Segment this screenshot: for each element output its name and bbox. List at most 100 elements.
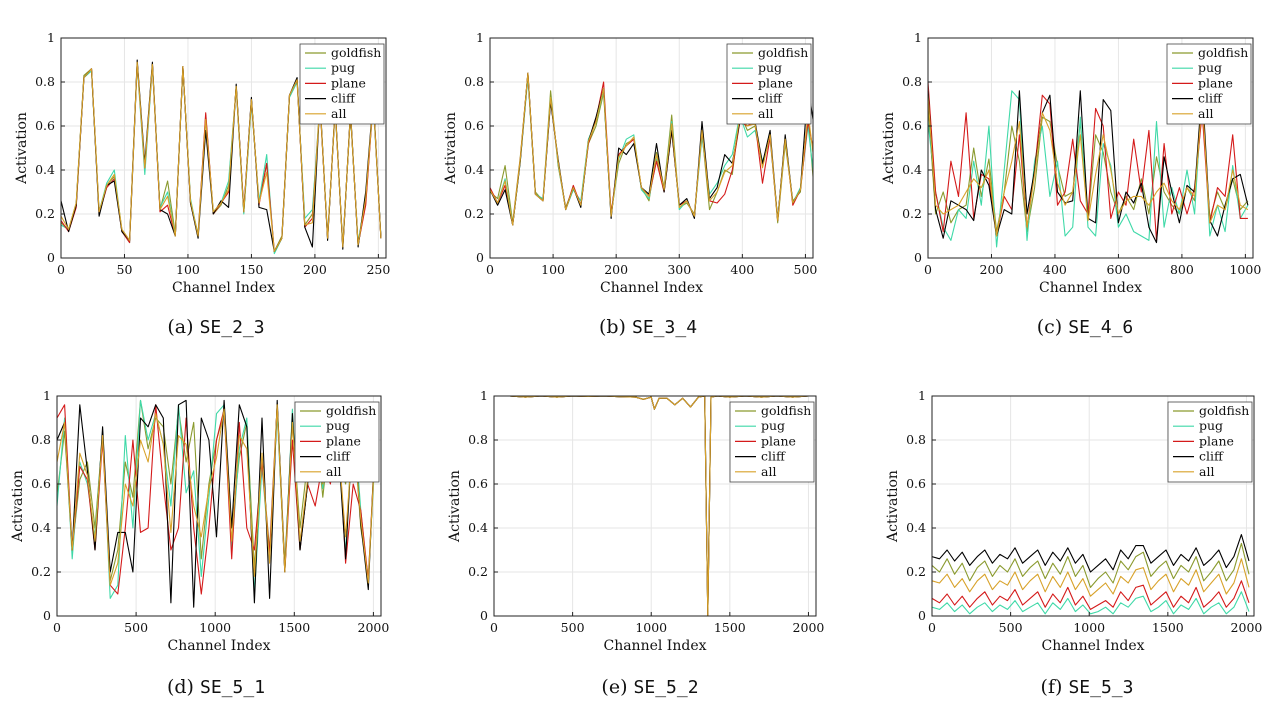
chart-panel-a: 0 50 100 150 200 250 0 0.2 0.4 0.6 0.8 1 Channel Ind…: [14, 30, 390, 296]
y-tick-label: 0.8: [902, 74, 922, 89]
x-axis-label: Channel Index: [600, 280, 703, 296]
x-tick-label: 0: [57, 262, 65, 277]
y-tick-label: 0.4: [468, 520, 488, 535]
caption-label: (b): [598, 316, 626, 338]
x-tick-label: 0: [53, 620, 61, 635]
y-tick-label: 0: [476, 250, 484, 265]
y-tick-label: 0.6: [464, 118, 484, 133]
series-line-cliff: [60, 59, 382, 252]
series-line-pug: [931, 591, 1250, 615]
legend-label-goldfish: goldfish: [761, 403, 811, 418]
y-axis-label: Activation: [14, 112, 30, 185]
y-tick-label: 0.6: [35, 118, 55, 133]
chart-panel-b: 0 100 200 300 400 500 0 0.2 0.4 0.6 0.8 1 Channel In…: [443, 30, 817, 296]
legend-label-all: all: [1198, 106, 1213, 121]
x-tick-label: 200: [303, 262, 327, 277]
x-tick-label: 1000: [199, 620, 231, 635]
x-tick-label: 1000: [1073, 620, 1105, 635]
legend-label-plane: plane: [1198, 75, 1233, 90]
y-tick-label: 0.4: [906, 520, 926, 535]
x-tick-label: 0: [490, 620, 498, 635]
axes-frame: [927, 37, 1254, 259]
series-line-plane: [931, 580, 1250, 610]
caption-code: SE_4_6: [1068, 317, 1134, 338]
x-tick-label: 1000: [635, 620, 667, 635]
y-tick-label: 1: [914, 30, 922, 45]
legend-label-all: all: [758, 106, 773, 121]
y-tick-label: 0.8: [464, 74, 484, 89]
x-tick-label: 100: [176, 262, 200, 277]
legend-label-cliff: cliff: [326, 449, 351, 464]
x-tick-label: 2000: [358, 620, 390, 635]
series-line-all: [931, 558, 1250, 597]
y-tick-label: 0.8: [31, 432, 51, 447]
caption-label: (a): [167, 316, 194, 338]
axes-frame: [56, 395, 382, 617]
chart-panel-c: 0 200 400 600 800 1000 0 0.2 0.4 0.6 0.8 1 Channel I…: [881, 30, 1261, 296]
x-tick-label: 150: [240, 262, 264, 277]
x-tick-label: 100: [541, 262, 565, 277]
y-tick-label: 0: [43, 608, 51, 623]
chart-panel-f: 0 500 1000 1500 2000 0 0.2 0.4 0.6 0.8 1 Channel In…: [885, 388, 1262, 654]
legend-label-pug: pug: [758, 60, 782, 75]
y-tick-label: 0: [47, 250, 55, 265]
legend-label-pug: pug: [761, 418, 785, 433]
legend-label-plane: plane: [331, 75, 366, 90]
x-tick-label: 500: [124, 620, 148, 635]
caption-label: (f): [1040, 676, 1063, 698]
legend-label-cliff: cliff: [1198, 91, 1223, 106]
legend-label-goldfish: goldfish: [1199, 403, 1249, 418]
caption-code: SE_5_3: [1068, 677, 1134, 698]
axes-frame: [931, 395, 1255, 617]
x-tick-label: 800: [1170, 262, 1194, 277]
y-tick-label: 0.8: [35, 74, 55, 89]
y-tick-label: 0.2: [468, 564, 488, 579]
x-tick-label: 1500: [714, 620, 746, 635]
y-tick-label: 0.6: [468, 476, 488, 491]
y-tick-label: 1: [47, 30, 55, 45]
y-tick-label: 0.8: [468, 432, 488, 447]
x-axis-label: Channel Index: [1041, 638, 1144, 654]
legend-label-all: all: [326, 464, 341, 479]
x-axis-label: Channel Index: [167, 638, 270, 654]
legend-label-plane: plane: [758, 75, 793, 90]
y-axis-label: Activation: [10, 470, 26, 543]
legend-label-goldfish: goldfish: [326, 403, 376, 418]
y-tick-label: 0.4: [31, 520, 51, 535]
y-tick-label: 0.2: [464, 206, 484, 221]
y-tick-label: 0.6: [31, 476, 51, 491]
x-axis-label: Channel Index: [172, 280, 275, 296]
legend-label-all: all: [1199, 464, 1214, 479]
caption-code: SE_5_1: [200, 677, 266, 698]
legend-label-pug: pug: [326, 418, 350, 433]
series-line-goldfish: [931, 542, 1250, 588]
y-tick-label: 1: [480, 388, 488, 403]
y-tick-label: 0.2: [906, 564, 926, 579]
x-tick-label: 500: [794, 262, 818, 277]
legend-label-plane: plane: [326, 433, 361, 448]
x-axis-label: Channel Index: [603, 638, 706, 654]
caption-b: (b) SE_3_4: [599, 316, 697, 338]
series-line-all: [489, 72, 814, 226]
caption-label: (d): [166, 676, 194, 698]
y-tick-label: 0.2: [35, 206, 55, 221]
y-tick-label: 0.6: [902, 118, 922, 133]
legend-label-pug: pug: [331, 60, 355, 75]
legend-label-all: all: [331, 106, 346, 121]
y-tick-label: 0.2: [31, 564, 51, 579]
x-tick-label: 1500: [278, 620, 310, 635]
y-axis-label: Activation: [443, 112, 459, 185]
caption-c: (c) SE_4_6: [1037, 316, 1134, 338]
axes-frame: [493, 395, 817, 617]
legend-label-cliff: cliff: [758, 91, 783, 106]
x-tick-label: 200: [980, 262, 1004, 277]
y-axis-label: Activation: [447, 470, 463, 543]
chart-panel-d: 0 500 1000 1500 2000 0 0.2 0.4 0.6 0.8 1 Channel In…: [10, 388, 389, 654]
